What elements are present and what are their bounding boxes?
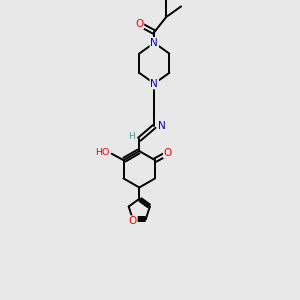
Text: O: O [129,216,137,226]
Text: N: N [158,122,166,131]
Text: O: O [164,148,172,158]
Text: O: O [135,19,143,28]
Text: HO: HO [95,148,109,157]
Text: H: H [128,132,134,141]
Text: N: N [150,38,158,48]
Text: N: N [150,79,158,88]
